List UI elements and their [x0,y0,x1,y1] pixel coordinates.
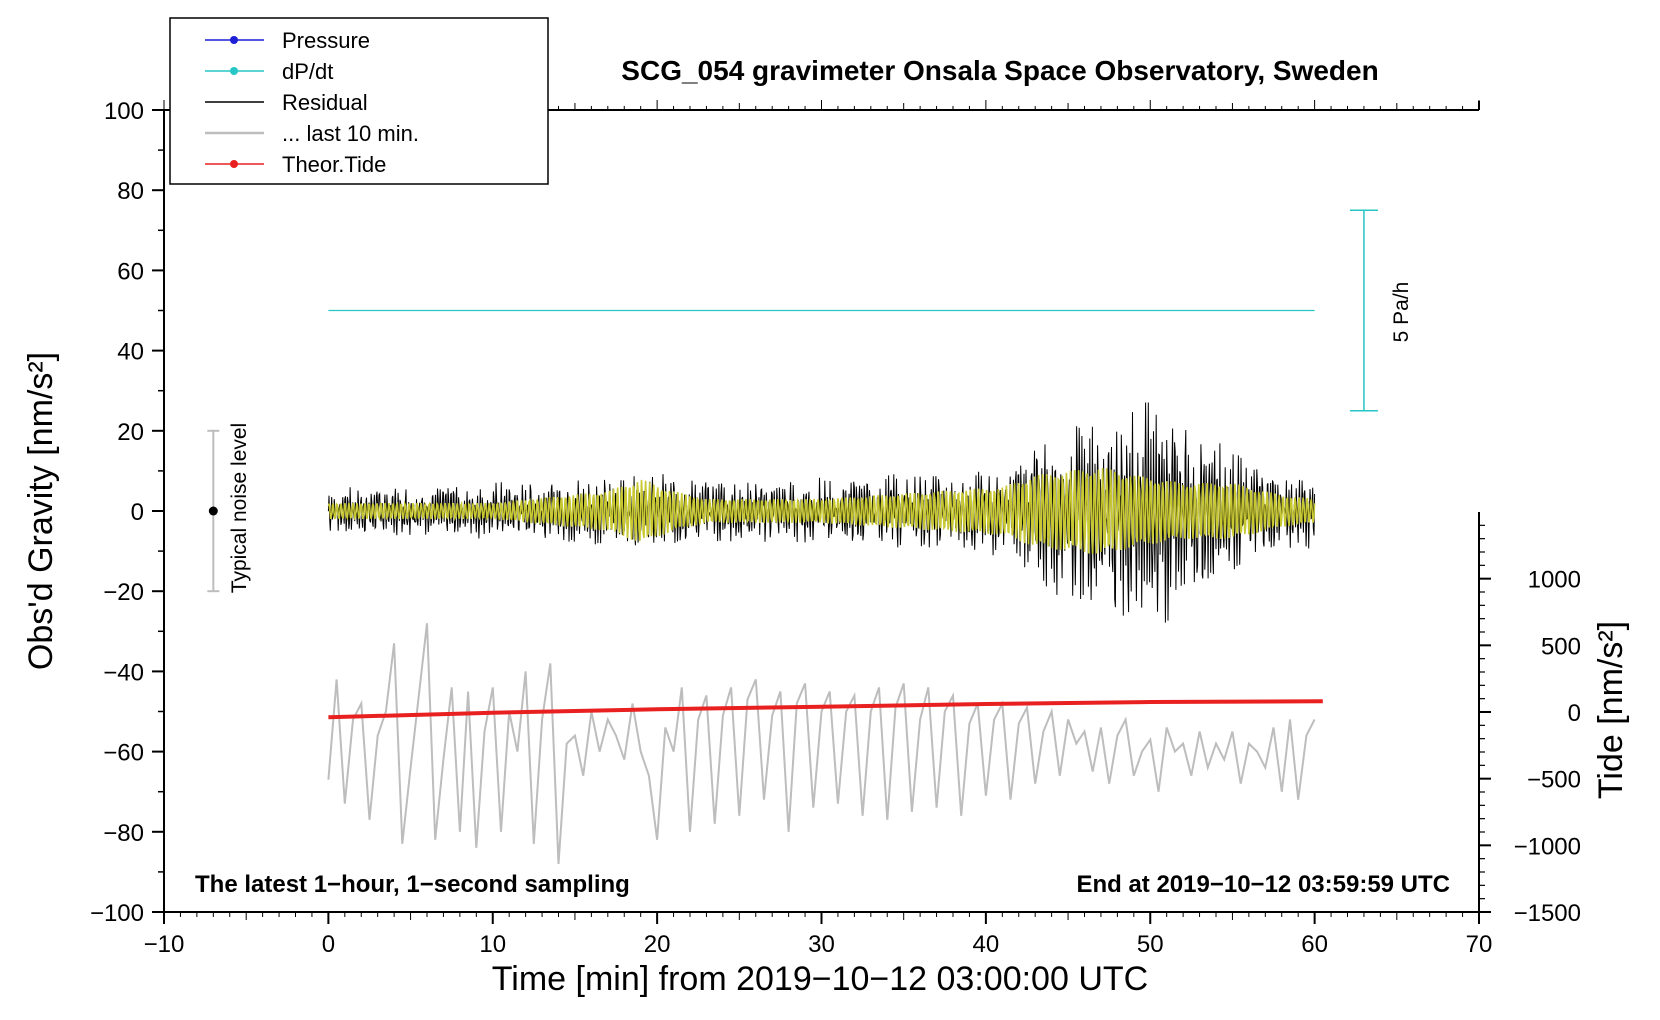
x-tick-label: 60 [1301,931,1328,958]
y-axis-title-right: Tide [nm/s²] [1592,621,1630,799]
legend-label: ... last 10 min. [282,121,419,146]
x-tick-label: 40 [973,931,1000,958]
sampling-annotation: The latest 1−hour, 1−second sampling [195,871,630,898]
chart-title: SCG_054 gravimeter Onsala Space Observat… [621,55,1378,86]
x-tick-label: 50 [1137,931,1164,958]
legend-label: dP/dt [282,59,333,84]
right-tick-label: −500 [1527,767,1581,794]
legend-label: Pressure [282,28,370,53]
theoretical-tide-line [328,699,1323,720]
legend-box [169,17,549,185]
left-tick-label: 100 [104,98,144,125]
legend-swatch-marker [230,67,238,75]
x-tick-label: 30 [808,931,835,958]
legend: Pressure dP/dt Residual ... last 10 min. The… [169,17,549,185]
left-tick-label: −100 [90,900,144,927]
left-tick-label: 40 [117,339,144,366]
right-tick-label: −1000 [1514,833,1581,860]
legend-label: Theor.Tide [282,152,386,177]
left-tick-label: 60 [117,258,144,285]
x-tick-label: 10 [479,931,506,958]
noise-level-bar [207,429,220,593]
x-axis-title: Time [min] from 2019−10−12 03:00:00 UTC [492,960,1148,998]
y-axis-title-left: Obs'd Gravity [nm/s²] [22,352,60,670]
left-tick-label: 20 [117,419,144,446]
left-tick-label: −80 [103,820,144,847]
legend-swatch-marker [230,36,238,44]
dpdt-scale-label: 5 Pa/h [1390,282,1413,343]
legend-label: Residual [282,90,368,115]
left-tick-label: −60 [103,740,144,767]
x-tick-label: 0 [322,931,335,958]
theoretical-tide-series [328,699,1323,720]
x-tick-label: 20 [644,931,671,958]
left-tick-label: 0 [131,499,144,526]
right-tick-label: −1500 [1514,900,1581,927]
smoothed-residual-series [327,467,1316,555]
end-time-annotation: End at 2019−10−12 03:59:59 UTC [1076,871,1450,898]
noise-bar-center-dot [208,506,218,516]
x-axis-ticks: −10 0 10 20 30 40 50 60 70 [144,912,1493,958]
left-tick-label: −40 [103,659,144,686]
right-tick-label: 0 [1568,700,1581,727]
legend-entries: Pressure dP/dt Residual ... last 10 min. The… [205,28,419,177]
x-tick-label: 70 [1466,931,1493,958]
last-10-min-line [327,623,1316,864]
last-10-min-series [327,623,1316,864]
right-tick-label: 1000 [1528,567,1581,594]
left-tick-label: −20 [103,579,144,606]
legend-swatch-marker [230,160,238,168]
left-axis-ticks: −100 −80 −60 −40 −20 0 20 40 60 80 100 [90,98,164,927]
left-tick-label: 80 [117,178,144,205]
right-axis-ticks: −1500 −1000 −500 0 500 1000 [1479,524,1581,927]
right-tick-label: 500 [1541,633,1581,660]
x-tick-label: −10 [144,931,185,958]
smoothed-residual-line [327,467,1316,555]
dpdt-scale-bar [1349,209,1378,412]
noise-level-label: Typical noise level [228,423,251,593]
